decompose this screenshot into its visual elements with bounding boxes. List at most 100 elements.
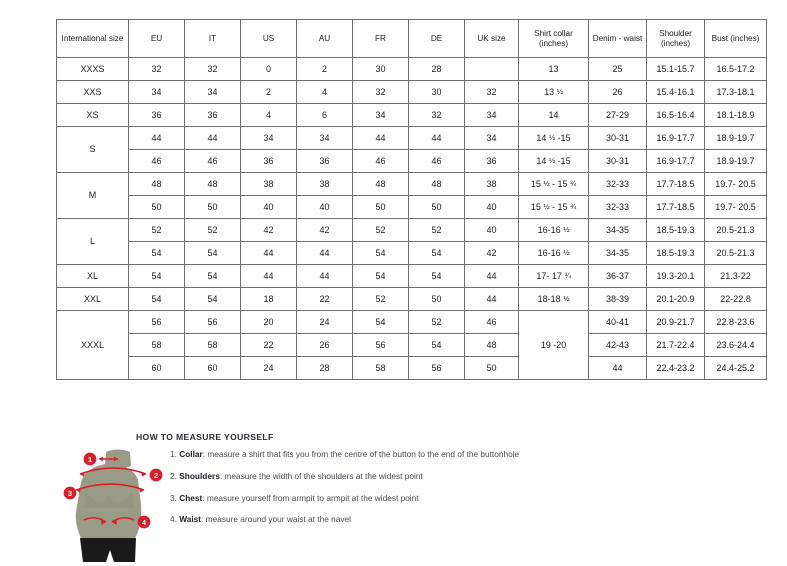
table-cell: 22-22.8	[704, 287, 767, 311]
measure-step-4: 4. Waist: measure around your waist at t…	[170, 514, 351, 525]
table-cell: 44	[352, 126, 409, 150]
table-cell: 13	[518, 57, 589, 81]
table-cell: 56	[352, 333, 409, 357]
column-header-10: Shoulder (inches)	[646, 19, 705, 58]
table-row: 50 50 40 40 50 50 40 15 ½ - 15 ¾ 32-33 17.7-18.5 1…	[57, 195, 767, 219]
table-cell: 16-16 ½	[518, 218, 589, 242]
table-cell: 22	[240, 333, 297, 357]
table-cell: 34	[352, 103, 409, 127]
table-cell: 42	[240, 218, 297, 242]
table-cell: 30	[408, 80, 465, 104]
table-cell: 34-35	[588, 241, 647, 265]
table-header: International size EU IT US AU FR DE UK size Shi…	[56, 19, 767, 58]
table-cell: 18.1-18.9	[704, 103, 767, 127]
table-cell: 19 -20	[518, 310, 589, 380]
table-row: XL 54 54 44 44 54 54 44 17- 17 ¾ 36-37 19.3-20.1 21…	[56, 264, 767, 288]
table-cell: 26	[296, 333, 353, 357]
table-cell: 0	[240, 57, 297, 81]
table-cell: 54	[184, 241, 241, 265]
measure-step-3: 3. Chest: measure yourself from armpit t…	[170, 492, 419, 503]
table-cell: 28	[296, 356, 353, 380]
table-cell: 20.9-21.7	[646, 310, 705, 334]
header-row: International size EU IT US AU FR DE UK size Shi…	[56, 19, 767, 58]
table-cell: 46	[408, 149, 465, 173]
table-cell: 34	[128, 80, 185, 104]
badge-1: 1	[83, 452, 97, 466]
table-cell: 18-18 ½	[518, 287, 589, 311]
table-cell: 60	[184, 356, 241, 380]
table-row: XXL 54 54 18 22 52 50 44 18-18 ½ 38-39 20.1-20.9 22…	[56, 287, 767, 311]
table-cell: 20.1-20.9	[646, 287, 705, 311]
table-cell: 48	[464, 333, 519, 357]
table-cell: 14 ½ -15	[518, 149, 589, 173]
table-cell: 28	[408, 57, 465, 81]
table-cell: 40	[464, 218, 519, 242]
svg-text:1: 1	[88, 455, 93, 464]
table-cell: 22	[296, 287, 353, 311]
svg-text:3: 3	[68, 489, 72, 498]
column-header-8: Shirt collar (inches)	[518, 19, 589, 58]
table-cell: 17.3-18.1	[704, 80, 767, 104]
column-header-1: EU	[128, 19, 185, 58]
table-cell: 54	[128, 287, 185, 311]
table-cell: 22.8-23.6	[704, 310, 767, 334]
table-cell: 50	[464, 356, 519, 380]
table-cell: 16.5-17.2	[704, 57, 767, 81]
badge-2: 2	[149, 468, 163, 482]
table-cell: 6	[296, 103, 353, 127]
table-row: XXS 34 34 2 4 32 30 32 13 ½ 26 15.4-16.1 17.3-18.1	[56, 80, 767, 104]
table-cell: 36-37	[588, 264, 647, 288]
table-cell: 54	[352, 241, 409, 265]
table-cell: 16-16 ½	[518, 241, 589, 265]
table-cell: 15.1-15.7	[646, 57, 705, 81]
table-cell: 44	[128, 126, 185, 150]
table-cell: 2	[296, 57, 353, 81]
table-cell: 42	[464, 241, 519, 265]
table-cell: 20	[240, 310, 297, 334]
table-cell: 54	[408, 333, 465, 357]
size-table-container: International size EU IT US AU FR DE UK size Shi…	[56, 19, 767, 380]
table-cell: 54	[184, 264, 241, 288]
column-header-2: IT	[184, 19, 241, 58]
column-header-3: US	[240, 19, 297, 58]
table-cell: 58	[184, 333, 241, 357]
table-cell: 54	[128, 264, 185, 288]
table-cell: 34	[296, 126, 353, 150]
table-cell: 58	[128, 333, 185, 357]
table-cell: 19.3-20.1	[646, 264, 705, 288]
size-group-cell: XXXS	[56, 57, 129, 81]
column-header-5: FR	[352, 19, 409, 58]
table-cell: 44	[408, 126, 465, 150]
size-group-cell: L	[56, 218, 129, 265]
table-cell: 36	[240, 149, 297, 173]
torso-diagram-icon: 1 2 3 4	[63, 449, 163, 562]
table-cell: 26	[588, 80, 647, 104]
table-cell: 22.4-23.2	[646, 356, 705, 380]
table-cell: 14 ½ -15	[518, 126, 589, 150]
table-cell: 15 ½ - 15 ¾	[518, 172, 589, 196]
table-cell: 36	[464, 149, 519, 173]
table-cell: 50	[408, 287, 465, 311]
table-cell: 23.6-24.4	[704, 333, 767, 357]
table-cell: 46	[464, 310, 519, 334]
table-cell: 40	[240, 195, 297, 219]
table-cell: 48	[408, 172, 465, 196]
table-cell: 18	[240, 287, 297, 311]
table-cell: 44	[464, 264, 519, 288]
howto-heading: HOW TO MEASURE YOURSELF	[136, 432, 274, 442]
table-cell: 30-31	[588, 126, 647, 150]
table-cell: 15 ½ - 15 ¾	[518, 195, 589, 219]
table-cell: 38	[240, 172, 297, 196]
badge-3: 3	[63, 486, 77, 500]
table-body: XXXS 32 32 0 2 30 28 13 25 15.1-15.7 16.5-17.2 XXS 3…	[56, 57, 767, 380]
table-cell: 44	[296, 264, 353, 288]
table-cell: 32-33	[588, 172, 647, 196]
table-cell: 18.9-19.7	[704, 149, 767, 173]
table-cell: 60	[128, 356, 185, 380]
column-header-6: DE	[408, 19, 465, 58]
table-cell: 30-31	[588, 149, 647, 173]
table-cell: 56	[184, 310, 241, 334]
table-cell: 34-35	[588, 218, 647, 242]
table-cell: 32	[352, 80, 409, 104]
table-cell: 17- 17 ¾	[518, 264, 589, 288]
